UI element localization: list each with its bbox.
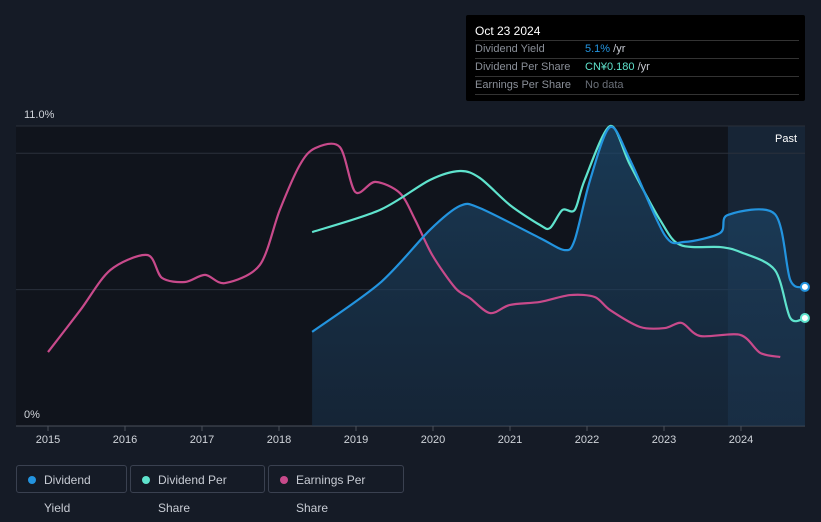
legend-dividend-yield[interactable]: Dividend Yield	[16, 465, 127, 515]
x-tick-label: 2016	[113, 434, 137, 446]
tooltip-row-earnings-per-share: Earnings Per Share No data	[475, 76, 799, 95]
endpoint-dividend-per-share	[799, 313, 810, 323]
x-tick-label: 2015	[36, 434, 60, 446]
label: Dividend Yield	[475, 43, 545, 55]
value: No data	[585, 79, 624, 91]
past-label: Past	[775, 133, 797, 145]
unit: /yr	[610, 43, 626, 55]
area-dividend-yield	[312, 126, 805, 426]
legend-dividend-per-share[interactable]: Dividend Per Share	[130, 465, 265, 515]
line-dividend-per-share	[311, 124, 806, 323]
x-tick-label: 2017	[190, 434, 214, 446]
tooltip-row-dividend-yield: Dividend Yield 5.1% /yr	[475, 40, 799, 58]
value: CN¥0.180	[585, 61, 635, 73]
y-tick-label: 0%	[24, 409, 40, 421]
y-tick-label: 11.0%	[24, 109, 55, 121]
x-tick-label: 2019	[344, 434, 368, 446]
legend-earnings-per-share[interactable]: Earnings Per Share	[268, 465, 404, 515]
unit: /yr	[634, 61, 650, 73]
legend-dot-icon	[142, 476, 150, 484]
tooltip-date: Oct 23 2024	[475, 24, 541, 38]
x-tick-label: 2021	[498, 434, 522, 446]
endpoint-dividend-yield	[799, 281, 810, 292]
x-tick-label: 2024	[729, 434, 753, 446]
line-dividend-yield	[311, 125, 806, 333]
legend-dot-icon	[28, 476, 36, 484]
tooltip: Oct 23 2024 Dividend Yield 5.1% /yr Divid…	[466, 15, 805, 101]
line-earnings-per-share	[47, 142, 781, 359]
x-tick-label: 2023	[652, 434, 676, 446]
x-tick-label: 2020	[421, 434, 445, 446]
chart: 11.0% 0% Past 2015 2016 2017 2018 2019 2020 2021 2…	[16, 109, 810, 446]
x-tick-label: 2022	[575, 434, 599, 446]
legend-dot-icon	[280, 476, 288, 484]
value: 5.1%	[585, 43, 611, 55]
x-tick-label: 2018	[267, 434, 291, 446]
tooltip-row-dividend-per-share: Dividend Per Share CN¥0.180 /yr	[475, 58, 799, 76]
label: Dividend Per Share	[475, 61, 571, 73]
label: Earnings Per Share	[475, 79, 571, 91]
